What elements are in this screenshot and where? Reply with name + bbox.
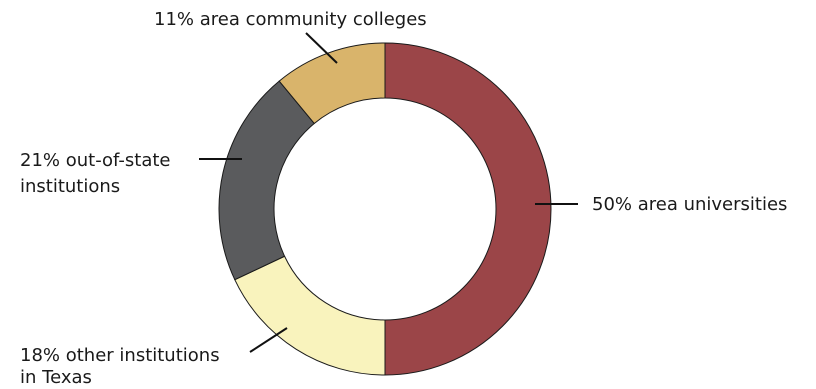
- slice-0: [384, 42, 552, 376]
- leader-line-1: [249, 327, 288, 353]
- slice-label-2: 21% out-of-state institutions: [20, 150, 171, 197]
- leader-lines: [199, 32, 578, 353]
- slice-3: [278, 42, 386, 125]
- slice-label-line: 50% area universities: [592, 194, 787, 215]
- slice-label-1: 18% other institutions in Texas: [20, 345, 220, 388]
- slice-label-3: 11% area community colleges: [154, 9, 427, 30]
- slice-2: [218, 80, 315, 281]
- leader-line-3: [305, 32, 338, 64]
- slice-label-line: 21% out-of-state: [20, 150, 171, 171]
- slice-label-line: 18% other institutions: [20, 345, 220, 366]
- slice-label-0: 50% area universities: [592, 194, 787, 215]
- slice-label-line: institutions: [20, 176, 120, 197]
- slices: [218, 42, 552, 376]
- slice-label-line: in Texas: [20, 367, 92, 388]
- slice-1: [234, 255, 386, 376]
- slice-labels: 50% area universities 18% other instituti…: [20, 9, 787, 388]
- slice-label-line: 11% area community colleges: [154, 9, 427, 30]
